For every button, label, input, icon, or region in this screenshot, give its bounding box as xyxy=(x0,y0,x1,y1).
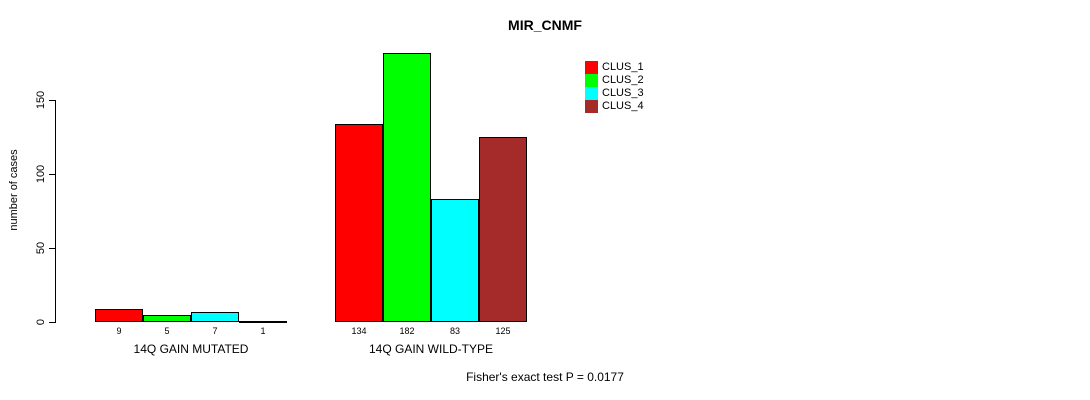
y-axis-tick-label: 150 xyxy=(35,90,47,110)
y-axis-line xyxy=(55,100,56,323)
legend-swatch-icon xyxy=(585,100,598,113)
y-axis-tick-label: 0 xyxy=(35,318,47,326)
legend-swatch-icon xyxy=(585,87,598,100)
y-axis-tick xyxy=(49,100,55,101)
bar-value-label: 9 xyxy=(116,326,122,336)
bar-value-label: 7 xyxy=(212,326,218,336)
bar-clus_1-group1 xyxy=(95,308,143,322)
legend-item: CLUS_4 xyxy=(585,100,644,113)
legend-label: CLUS_3 xyxy=(602,87,644,99)
y-axis-tick xyxy=(49,174,55,175)
legend-label: CLUS_4 xyxy=(602,100,644,112)
legend: CLUS_1 CLUS_2 CLUS_3 CLUS_4 xyxy=(585,61,644,113)
legend-item: CLUS_2 xyxy=(585,74,644,87)
bar-clus_4-group2 xyxy=(479,137,527,322)
bar-clus_4-group1 xyxy=(239,320,287,323)
bar-value-label: 182 xyxy=(399,326,415,336)
legend-label: CLUS_2 xyxy=(602,74,644,86)
legend-label: CLUS_1 xyxy=(602,61,644,73)
category-label: 14Q GAIN MUTATED xyxy=(133,342,249,356)
y-axis-tick xyxy=(49,248,55,249)
bar-clus_2-group2 xyxy=(383,52,431,322)
legend-item: CLUS_1 xyxy=(585,61,644,74)
bar-clus_1-group2 xyxy=(335,123,383,322)
bar-value-label: 134 xyxy=(351,326,367,336)
legend-swatch-icon xyxy=(585,61,598,74)
bar-value-label: 125 xyxy=(495,326,511,336)
annotation-text: Fisher's exact test P = 0.0177 xyxy=(466,370,624,384)
y-axis-tick-label: 100 xyxy=(35,164,47,184)
bar-value-label: 83 xyxy=(449,326,461,336)
bar-value-label: 5 xyxy=(164,326,170,336)
chart-title: MIR_CNMF xyxy=(508,17,582,33)
category-label: 14Q GAIN WILD-TYPE xyxy=(368,342,494,356)
y-axis-tick-label: 50 xyxy=(35,241,47,255)
bar-clus_3-group2 xyxy=(431,199,479,322)
bar-clus_3-group1 xyxy=(191,311,239,322)
y-axis-tick xyxy=(49,322,55,323)
legend-swatch-icon xyxy=(585,74,598,87)
bar-clus_2-group1 xyxy=(143,314,191,322)
legend-item: CLUS_3 xyxy=(585,87,644,100)
bar-value-label: 1 xyxy=(260,326,266,336)
